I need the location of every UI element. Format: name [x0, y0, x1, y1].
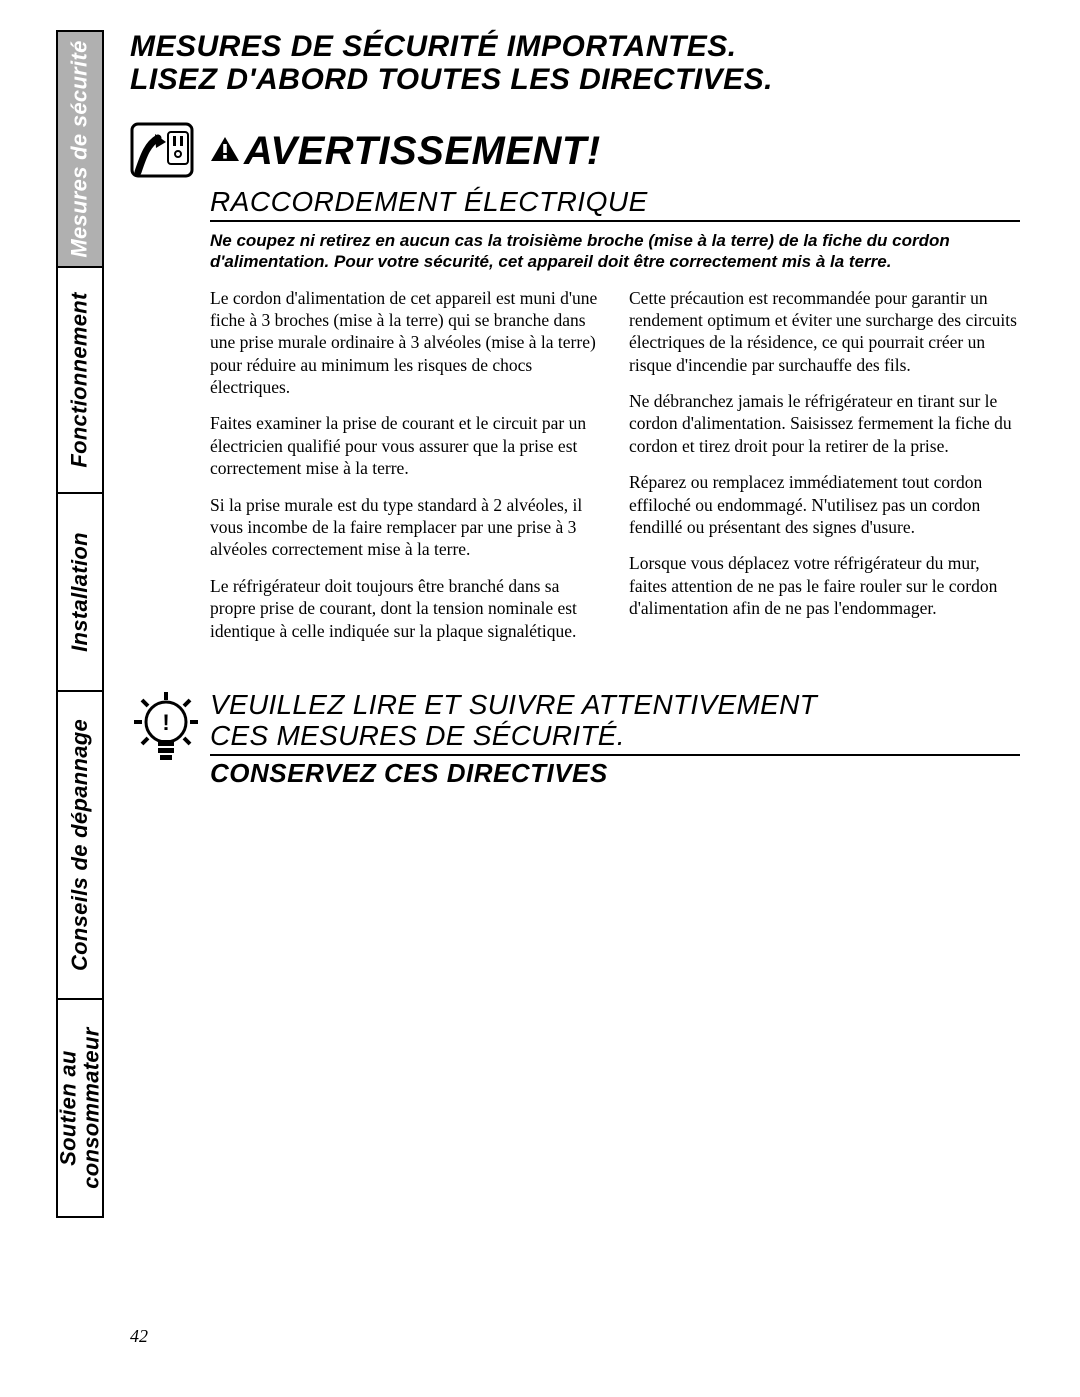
- warning-title: AVERTISSEMENT!: [210, 127, 601, 174]
- column-right: Cette précaution est recommandée pour ga…: [629, 287, 1020, 656]
- page-number: 42: [130, 1326, 148, 1347]
- tab-label-line2: consommateur: [79, 1027, 104, 1188]
- tab-label: Soutien au consommateur: [57, 1027, 103, 1188]
- tab-soutien-consommateur[interactable]: Soutien au consommateur: [56, 998, 104, 1218]
- paragraph: Le réfrigérateur doit toujours être bran…: [210, 575, 601, 642]
- tab-conseils-depannage[interactable]: Conseils de dépannage: [56, 690, 104, 1000]
- tab-fonctionnement[interactable]: Fonctionnement: [56, 266, 104, 494]
- save-heading-line1: VEUILLEZ LIRE ET SUIVRE ATTENTIVEMENT: [210, 689, 817, 720]
- tab-label-line1: Soutien au: [56, 1050, 81, 1165]
- save-heading: VEUILLEZ LIRE ET SUIVRE ATTENTIVEMENT CE…: [210, 690, 1020, 756]
- page-content: MESURES DE SÉCURITÉ IMPORTANTES. LISEZ D…: [130, 30, 1020, 789]
- tab-label: Fonctionnement: [67, 292, 93, 467]
- manual-page: Mesures de sécurité Fonctionnement Insta…: [0, 0, 1080, 1397]
- lightbulb-icon: !: [130, 690, 202, 776]
- tab-label: Mesures de sécurité: [67, 40, 93, 257]
- save-instructions-text: VEUILLEZ LIRE ET SUIVRE ATTENTIVEMENT CE…: [210, 690, 1020, 789]
- paragraph: Lorsque vous déplacez votre réfrigérateu…: [629, 552, 1020, 619]
- paragraph: Faites examiner la prise de courant et l…: [210, 412, 601, 479]
- svg-text:!: !: [162, 710, 169, 735]
- page-title: MESURES DE SÉCURITÉ IMPORTANTES. LISEZ D…: [130, 30, 1020, 96]
- paragraph: Réparez ou remplacez immédiatement tout …: [629, 471, 1020, 538]
- paragraph: Ne débranchez jamais le réfrigérateur en…: [629, 390, 1020, 457]
- section-intro: Ne coupez ni retirez en aucun cas la tro…: [210, 230, 1020, 273]
- paragraph: Le cordon d'alimentation de cet appareil…: [210, 287, 601, 399]
- save-heading-line2: CES MESURES DE SÉCURITÉ.: [210, 720, 625, 751]
- sidebar-tabs: Mesures de sécurité Fonctionnement Insta…: [56, 30, 104, 1310]
- warning-header: AVERTISSEMENT!: [130, 114, 1020, 186]
- paragraph: Cette précaution est recommandée pour ga…: [629, 287, 1020, 377]
- warning-triangle-icon: [210, 127, 240, 172]
- save-subheading: CONSERVEZ CES DIRECTIVES: [210, 758, 1020, 789]
- paragraph: Si la prise murale est du type standard …: [210, 494, 601, 561]
- save-instructions-block: ! VEUILLEZ LIRE ET SUIVRE ATTENTIVEMENT …: [130, 690, 1020, 789]
- tab-installation[interactable]: Installation: [56, 492, 104, 692]
- title-line1: MESURES DE SÉCURITÉ IMPORTANTES.: [130, 30, 737, 63]
- tab-mesures-securite[interactable]: Mesures de sécurité: [56, 30, 104, 268]
- body-columns: Le cordon d'alimentation de cet appareil…: [210, 287, 1020, 656]
- section-heading: RACCORDEMENT ÉLECTRIQUE: [210, 186, 1020, 222]
- column-left: Le cordon d'alimentation de cet appareil…: [210, 287, 601, 656]
- warning-title-text: AVERTISSEMENT!: [244, 129, 601, 173]
- tab-label: Conseils de dépannage: [67, 719, 93, 971]
- plug-icon: [130, 114, 202, 186]
- tab-label: Installation: [67, 532, 93, 652]
- title-line2: LISEZ D'ABORD TOUTES LES DIRECTIVES.: [130, 63, 773, 96]
